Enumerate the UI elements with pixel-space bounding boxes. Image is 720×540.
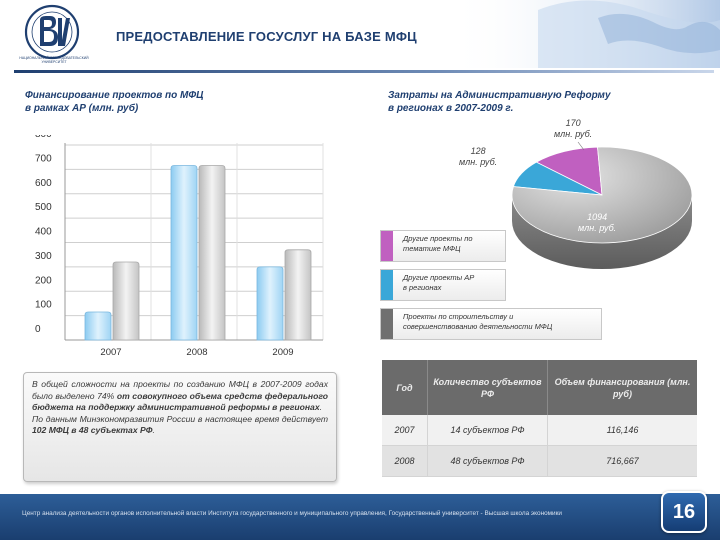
y-tick-label: 800: [35, 135, 52, 140]
page-number-badge: 16: [661, 491, 707, 533]
note-text: .: [152, 425, 155, 435]
pie-slice-1094: [511, 146, 693, 244]
y-tick-label: 700: [35, 153, 52, 164]
legend-label: совершенствованию деятельности МФЦ: [403, 322, 553, 331]
header-divider: [14, 70, 714, 73]
note-text-bold: 102 МФЦ в 48 субъектах РФ: [32, 425, 153, 435]
table-header-funding: Объем финансирования (млн. руб): [548, 360, 697, 415]
table-row: 2007 14 субъектов РФ 116,146: [382, 415, 697, 446]
pie-label-170: 170 млн. руб.: [554, 118, 592, 140]
note-text: По данным Минэкономразвития России в нас…: [32, 413, 328, 424]
financing-table: Год Количество субъектов РФ Объем финанс…: [382, 360, 697, 477]
globe-background: [448, 0, 720, 68]
table-cell: 14 субъектов РФ: [428, 415, 548, 446]
pie-slice-170: [535, 146, 603, 196]
table-cell: 2007: [382, 415, 428, 446]
legend-label: Другие проекты по: [403, 234, 473, 243]
legend-swatch-grey: [381, 309, 393, 339]
y-tick-label: 400: [35, 227, 52, 238]
financing-bar-chart: 0 100 200 300 400 500 600 700 800 2007 2008 2009: [35, 135, 324, 358]
y-tick-label: 500: [35, 202, 52, 213]
legend-label: тематике МФЦ: [403, 244, 461, 253]
note-text: .: [319, 402, 323, 412]
pie-label-1094-value: 1094: [587, 212, 608, 222]
legend-item-mfc-other: Другие проекты по тематике МФЦ: [380, 230, 506, 262]
note-text-bold: от совокупного объема средств федерально…: [32, 390, 328, 413]
page-title: ПРЕДОСТАВЛЕНИЕ ГОСУСЛУГ НА БАЗЕ МФЦ: [116, 29, 417, 44]
bar-2007-series-2: [112, 261, 140, 341]
table-cell: 2008: [382, 446, 428, 477]
bar-chart-title-line1: Финансирование проектов по МФЦ: [25, 90, 204, 101]
note-paragraph-1: В общей сложности на проекты по созданию…: [32, 379, 328, 414]
bar-2007-series-1: [84, 311, 112, 341]
y-tick-label: 300: [35, 251, 52, 262]
legend-label: в регионах: [403, 283, 442, 292]
legend-item-ar-regions: Другие проекты АР в регионах: [380, 269, 506, 301]
pie-label-128-unit: млн. руб.: [459, 157, 498, 167]
y-tick-label: 0: [35, 324, 41, 335]
bar-chart-title: Финансирование проектов по МФЦ в рамках …: [25, 89, 203, 115]
y-tick-label: 100: [35, 300, 52, 311]
legend-swatch-purple: [381, 231, 393, 261]
table-header-row: Год Количество субъектов РФ Объем финанс…: [382, 360, 697, 415]
university-logo: [24, 4, 80, 60]
x-tick-label: 2007: [100, 347, 121, 358]
bar-chart-title-line2: в рамках АР (млн. руб): [25, 103, 139, 114]
legend-label: Другие проекты АР: [403, 273, 475, 282]
x-tick-label: 2008: [186, 347, 207, 358]
footer-bar: Центр анализа деятельности органов испол…: [0, 494, 720, 540]
bar-2008-series-2: [198, 165, 226, 341]
y-tick-label: 600: [35, 178, 52, 189]
pie-side-band: [512, 195, 692, 269]
legend-item-mfc-construction: Проекты по строительству и совершенствов…: [380, 308, 602, 340]
note-paragraph-2: По данным Минэкономразвития России в нас…: [32, 414, 328, 437]
table-cell: 716,667: [548, 446, 697, 477]
bar-2008-series-1: [170, 165, 198, 341]
pie-chart-title: Затраты на Административную Реформу в ре…: [388, 89, 611, 115]
pie-label-128-value: 128: [470, 146, 486, 156]
table-cell: 116,146: [548, 415, 697, 446]
reform-costs-pie-chart: [511, 141, 693, 269]
pie-label-1094: 1094 млн. руб.: [578, 212, 616, 234]
pie-chart-title-line1: Затраты на Административную Реформу: [388, 90, 611, 101]
y-tick-label: 200: [35, 275, 52, 286]
bar-2009-series-1: [256, 266, 284, 341]
pie-label-128: 128 млн. руб.: [459, 146, 497, 168]
footer-text: Центр анализа деятельности органов испол…: [22, 510, 562, 517]
bar-2009-series-2: [284, 249, 312, 341]
legend-label: Проекты по строительству и: [403, 312, 514, 321]
table-header-year: Год: [382, 360, 428, 415]
pie-label-1094-unit: млн. руб.: [578, 223, 617, 233]
logo-caption: НАЦИОНАЛЬНЫЙ ИССЛЕДОВАТЕЛЬСКИЙ УНИВЕРСИТ…: [19, 56, 89, 64]
summary-note: В общей сложности на проекты по созданию…: [23, 372, 337, 482]
pie-label-170-unit: млн. руб.: [554, 129, 593, 139]
legend-swatch-blue: [381, 270, 393, 300]
note-text: В общей сложности на проекты по созданию…: [32, 379, 328, 401]
pie-leader-line: [577, 141, 585, 151]
x-tick-label: 2009: [272, 347, 293, 358]
pie-label-170-value: 170: [565, 118, 581, 128]
table-header-subjects: Количество субъектов РФ: [428, 360, 548, 415]
table-cell: 48 субъектов РФ: [428, 446, 548, 477]
pie-chart-title-line2: в регионах в 2007-2009 г.: [388, 103, 514, 114]
table-row: 2008 48 субъектов РФ 716,667: [382, 446, 697, 477]
